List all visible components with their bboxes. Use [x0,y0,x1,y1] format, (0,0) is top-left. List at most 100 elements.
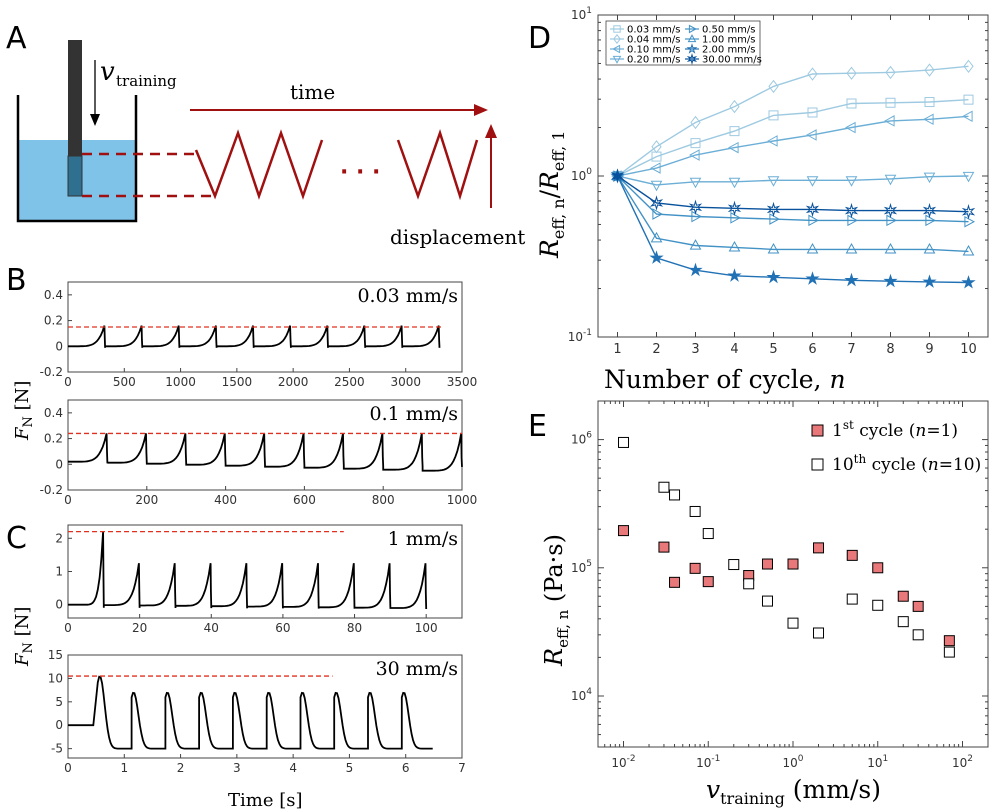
data-point [651,140,662,154]
x-tick-label: 102 [952,754,973,770]
y-tick-label: 104 [571,687,592,703]
x-tick-label: 4 [730,342,738,357]
series-1-00-mm-s [611,169,975,256]
data-point [805,271,820,285]
time-arrowhead [474,104,488,116]
data-point [884,242,897,254]
data-point [845,176,858,187]
data-point [686,43,698,54]
data-point [924,97,935,108]
y-tick-label: 10-1 [568,328,592,344]
data-point [885,97,896,108]
data-point [787,558,799,570]
data-point [925,214,936,227]
x-tick-label: 500 [113,375,136,389]
data-point [650,180,663,192]
data-point [649,250,664,264]
data-point [689,177,702,189]
data-point [658,481,670,493]
x-tick-label: 200 [135,493,158,507]
data-point [728,177,741,189]
series-30-00-mm-s [610,168,976,220]
data-point [688,199,703,215]
plot-c-top: 0 20 40 60 80 100 0 1 2 1 mm/s [55,524,463,635]
data-point [923,242,936,254]
data-point [961,204,976,220]
panel-e-xlabel: vtraining (mm/s) [706,775,881,808]
x-tick-label: 2000 [278,375,309,389]
legend-label: 0.50 mm/s [702,25,756,36]
data-point [808,214,819,227]
y-tick-label: 10 [48,671,63,685]
series-line [617,99,969,177]
y-tick-label: 100 [571,167,592,183]
data-point [923,172,936,184]
data-point [687,34,697,43]
time-label: time [290,80,335,104]
data-point [689,239,702,250]
displacement-wave-right [396,129,479,201]
x-tick-label: 9 [925,342,933,357]
data-point [943,635,955,647]
series-0-50-mm-s [613,170,975,228]
panel-a-letter: A [6,21,27,56]
panel-e: E 10-2 10-1 100 101 102 104 105 106 1st cycle (n… [528,400,989,808]
y-tick-label: 2 [55,531,63,545]
x-tick-label: 3500 [447,375,478,389]
y-tick-label: 0 [55,339,63,353]
legend-label: 0.10 mm/s [627,45,681,56]
data-point [669,576,681,588]
data-point [787,617,799,629]
legend-box [605,20,761,66]
panel-a: A v training · · · time displacement [6,21,525,249]
x-tick-label: 2500 [334,375,365,389]
x-tick-label: 10-2 [611,754,635,770]
series-0-10-mm-s [611,110,973,182]
panel-c-ylabel: FN [N] [12,607,36,667]
series-line [617,65,969,177]
series-first-cycle [618,525,955,647]
data-point [761,595,773,607]
panel-d-xlabel: Number of cycle, n [604,365,846,394]
data-point [962,244,975,256]
plot-b-bottom: 0 200 400 600 800 1000-0.200.20.4 0.1 mm/s [40,399,477,507]
x-tick-label: 2 [652,342,660,357]
x-tick-label: 5 [769,342,777,357]
data-point [846,549,858,561]
series-line [616,175,969,284]
data-point [669,489,681,501]
series-0-20-mm-s [611,171,975,192]
data-point [922,274,937,288]
plot-e: 10-2 10-1 100 101 102 104 105 106 1st cycle (n=1… [571,400,989,770]
x-tick-label: 800 [372,493,395,507]
data-point [872,562,884,574]
y-tick-label: 106 [571,431,592,447]
data-point [807,67,818,81]
panel-d-letter: D [528,21,551,56]
data-point [689,149,700,161]
series-tenth-cycle [618,436,955,658]
ellipsis: · · · [340,160,380,185]
panel-b: B 0 500 1000 1500 2000 2500 3000 3500-0.200.20.… [6,263,477,507]
data-point [743,578,755,590]
data-point [613,33,621,45]
x-tick-label: 80 [347,621,362,635]
data-point [688,24,697,34]
displacement-wave-left [194,129,324,200]
y-tick-label: 0.4 [44,288,63,302]
data-point [689,562,701,574]
data-point [845,242,858,254]
data-point [962,171,975,183]
legend-marker [811,458,824,471]
force-trace [68,433,463,472]
data-point [962,110,973,123]
y-tick-label: -0.2 [40,483,63,497]
legend: 0.03 mm/s0.04 mm/s0.10 mm/s0.20 mm/s 0.50… [605,20,762,66]
data-point [767,242,780,254]
x-tick-label: 60 [275,621,290,635]
data-point [727,200,742,217]
data-point [649,195,664,211]
